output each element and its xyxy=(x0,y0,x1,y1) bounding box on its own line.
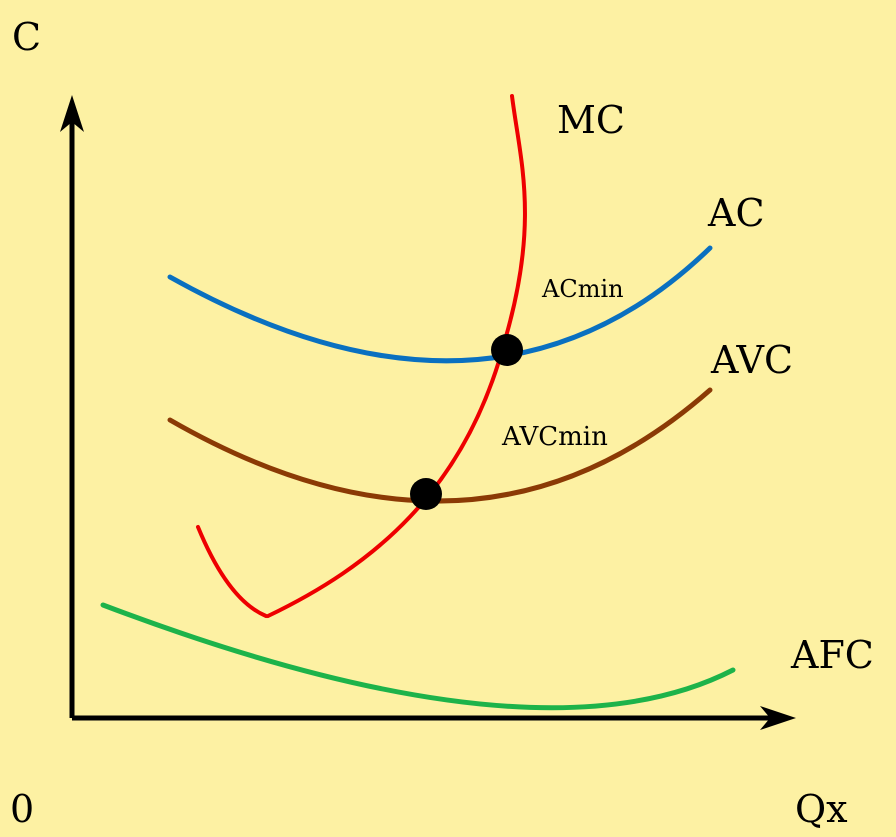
ac-min-label: ACmin xyxy=(541,275,624,303)
ac-min-point xyxy=(491,334,523,366)
axes xyxy=(60,95,796,730)
x-axis-label: Qx xyxy=(795,787,848,831)
afc-curve xyxy=(100,602,736,711)
y-axis-arrowhead xyxy=(60,95,84,132)
y-axis-label: C xyxy=(12,15,41,59)
avc-label: AVC xyxy=(710,338,793,382)
mc-curve xyxy=(196,94,527,618)
mc-label: MC xyxy=(557,98,625,142)
avc-curve xyxy=(167,387,713,504)
avc-min-label: AVCmin xyxy=(501,422,608,452)
ac-curve xyxy=(167,245,713,364)
origin-label: 0 xyxy=(10,787,34,831)
mc-curve-left-segment xyxy=(196,525,268,618)
x-axis-arrowhead xyxy=(760,706,796,730)
ac-label: AC xyxy=(707,191,765,235)
avc-min-point xyxy=(410,478,442,510)
afc-label: AFC xyxy=(790,633,874,677)
